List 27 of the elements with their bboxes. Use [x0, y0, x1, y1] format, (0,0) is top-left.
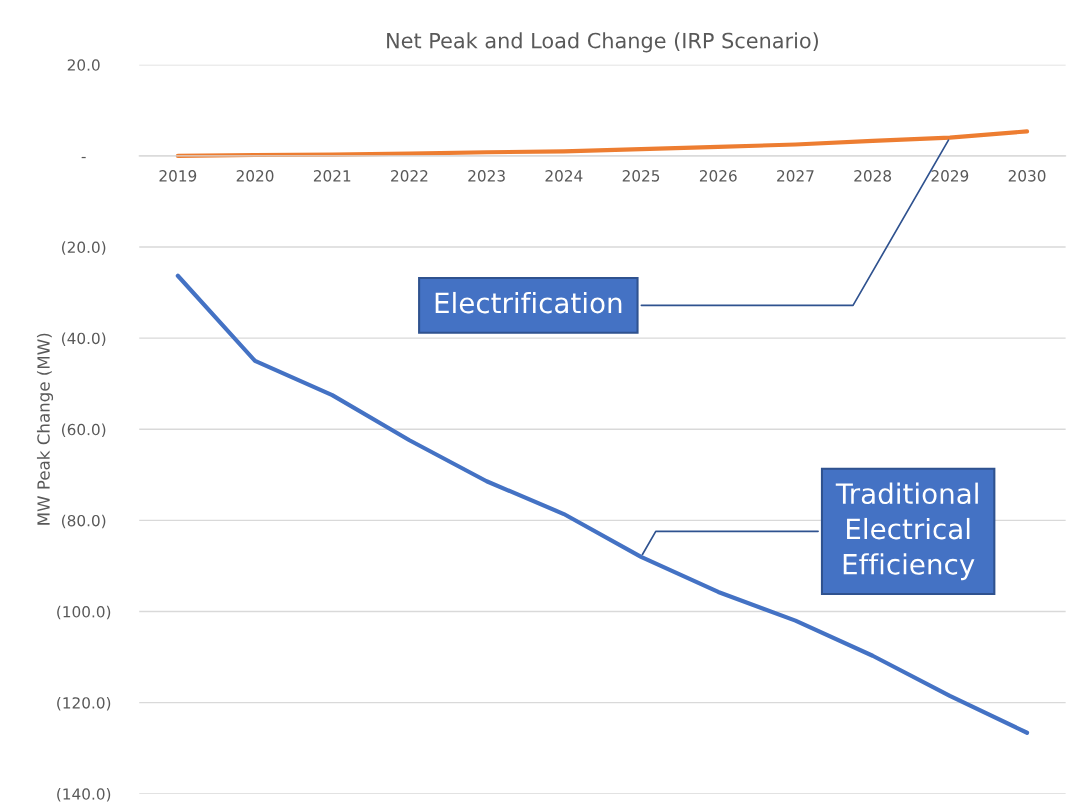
x-tick-label: 2027 [777, 170, 814, 182]
x-tick-label: 2020 [236, 170, 274, 182]
x-tick-label: 2028 [854, 170, 892, 182]
x-tick-label: 2026 [699, 170, 737, 182]
y-tick-label: (40.0) [62, 332, 106, 346]
x-tick-label: 2019 [159, 170, 197, 182]
annotation: Traditional Electrical Efficiency [835, 482, 978, 581]
line-series [175, 273, 1030, 735]
chart-title: Net Peak and Load Change (IRP Scenario) [387, 32, 818, 53]
y-tick-label: - [81, 156, 86, 159]
x-tick-label: 2022 [391, 170, 428, 182]
x-tick-label: 2025 [622, 170, 660, 182]
y-tick-label: (120.0) [57, 696, 111, 711]
y-tick-label: (140.0) [57, 788, 111, 802]
x-tick-label: 2029 [931, 170, 969, 182]
line-series [175, 129, 1030, 159]
y-tick-label: (100.0) [57, 605, 111, 620]
y-tick-label: (80.0) [62, 514, 106, 529]
x-tick-label: 2030 [1008, 170, 1046, 182]
y-axis-title: MW Peak Change (MW) [36, 333, 54, 525]
y-tick-label: (60.0) [62, 423, 106, 438]
annotation: Electrification [435, 291, 622, 314]
x-tick-label: 2023 [468, 170, 505, 182]
y-tick-label: 20.0 [67, 59, 100, 71]
y-tick-label: (20.0) [62, 241, 106, 255]
x-tick-label: 2024 [545, 170, 583, 182]
x-tick-label: 2021 [313, 170, 351, 182]
